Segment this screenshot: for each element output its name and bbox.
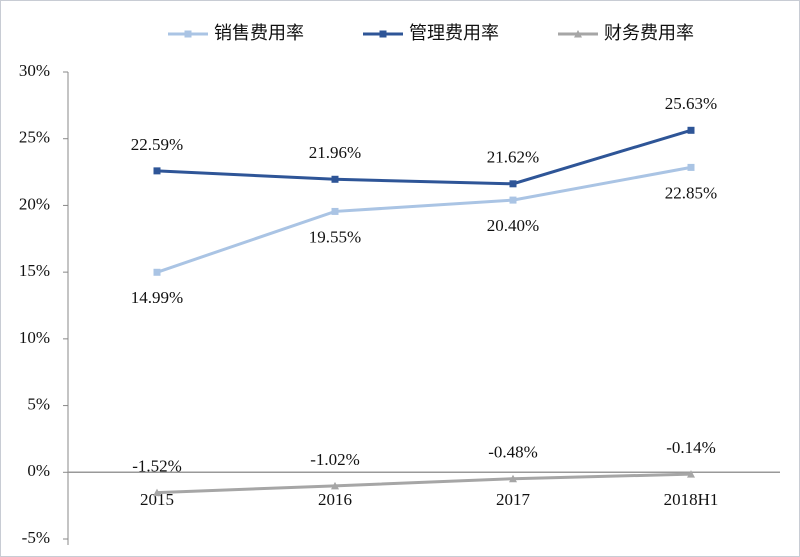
data-label: -0.48% [488,443,538,462]
series-line [156,165,692,274]
marker [184,30,192,38]
x-tick-label: 2016 [318,490,352,509]
y-tick-label: 20% [19,194,50,213]
legend-label: 管理费用率 [409,23,499,43]
data-label: 22.85% [665,183,717,202]
y-tick-label: -5% [22,528,50,547]
data-label: 21.62% [487,148,539,167]
marker [331,481,339,490]
x-tick-label: 2015 [140,490,174,509]
marker [153,268,161,276]
y-tick-label: 30% [19,61,50,80]
x-tick-label: 2018H1 [664,490,719,509]
marker [574,30,582,38]
y-tick-label: 25% [19,128,50,147]
series-line [156,128,692,186]
marker [509,474,517,483]
marker [331,207,339,215]
marker [153,488,161,497]
y-tick-label: 15% [19,261,50,280]
data-label: 21.96% [309,143,361,162]
marker [153,167,161,175]
marker [687,163,695,171]
data-label: -1.02% [310,450,360,469]
data-label: -0.14% [666,438,716,457]
y-tick-label: 10% [19,328,50,347]
marker [509,196,517,204]
marker [379,30,387,38]
legend-label: 销售费用率 [214,23,304,43]
data-label: 22.59% [131,135,183,154]
data-label: 20.40% [487,216,539,235]
data-label: 14.99% [131,288,183,307]
series-line [156,472,692,495]
x-tick-label: 2017 [496,490,531,509]
y-tick-label: 5% [27,394,50,413]
marker [687,470,695,478]
legend-label: 财务费用率 [604,23,694,43]
y-tick-label: 0% [27,461,50,480]
marker [687,126,695,134]
data-label: -1.52% [132,456,182,475]
data-label: 19.55% [309,227,361,246]
marker [509,180,517,188]
marker [331,175,339,183]
data-label: 25.63% [665,94,717,113]
